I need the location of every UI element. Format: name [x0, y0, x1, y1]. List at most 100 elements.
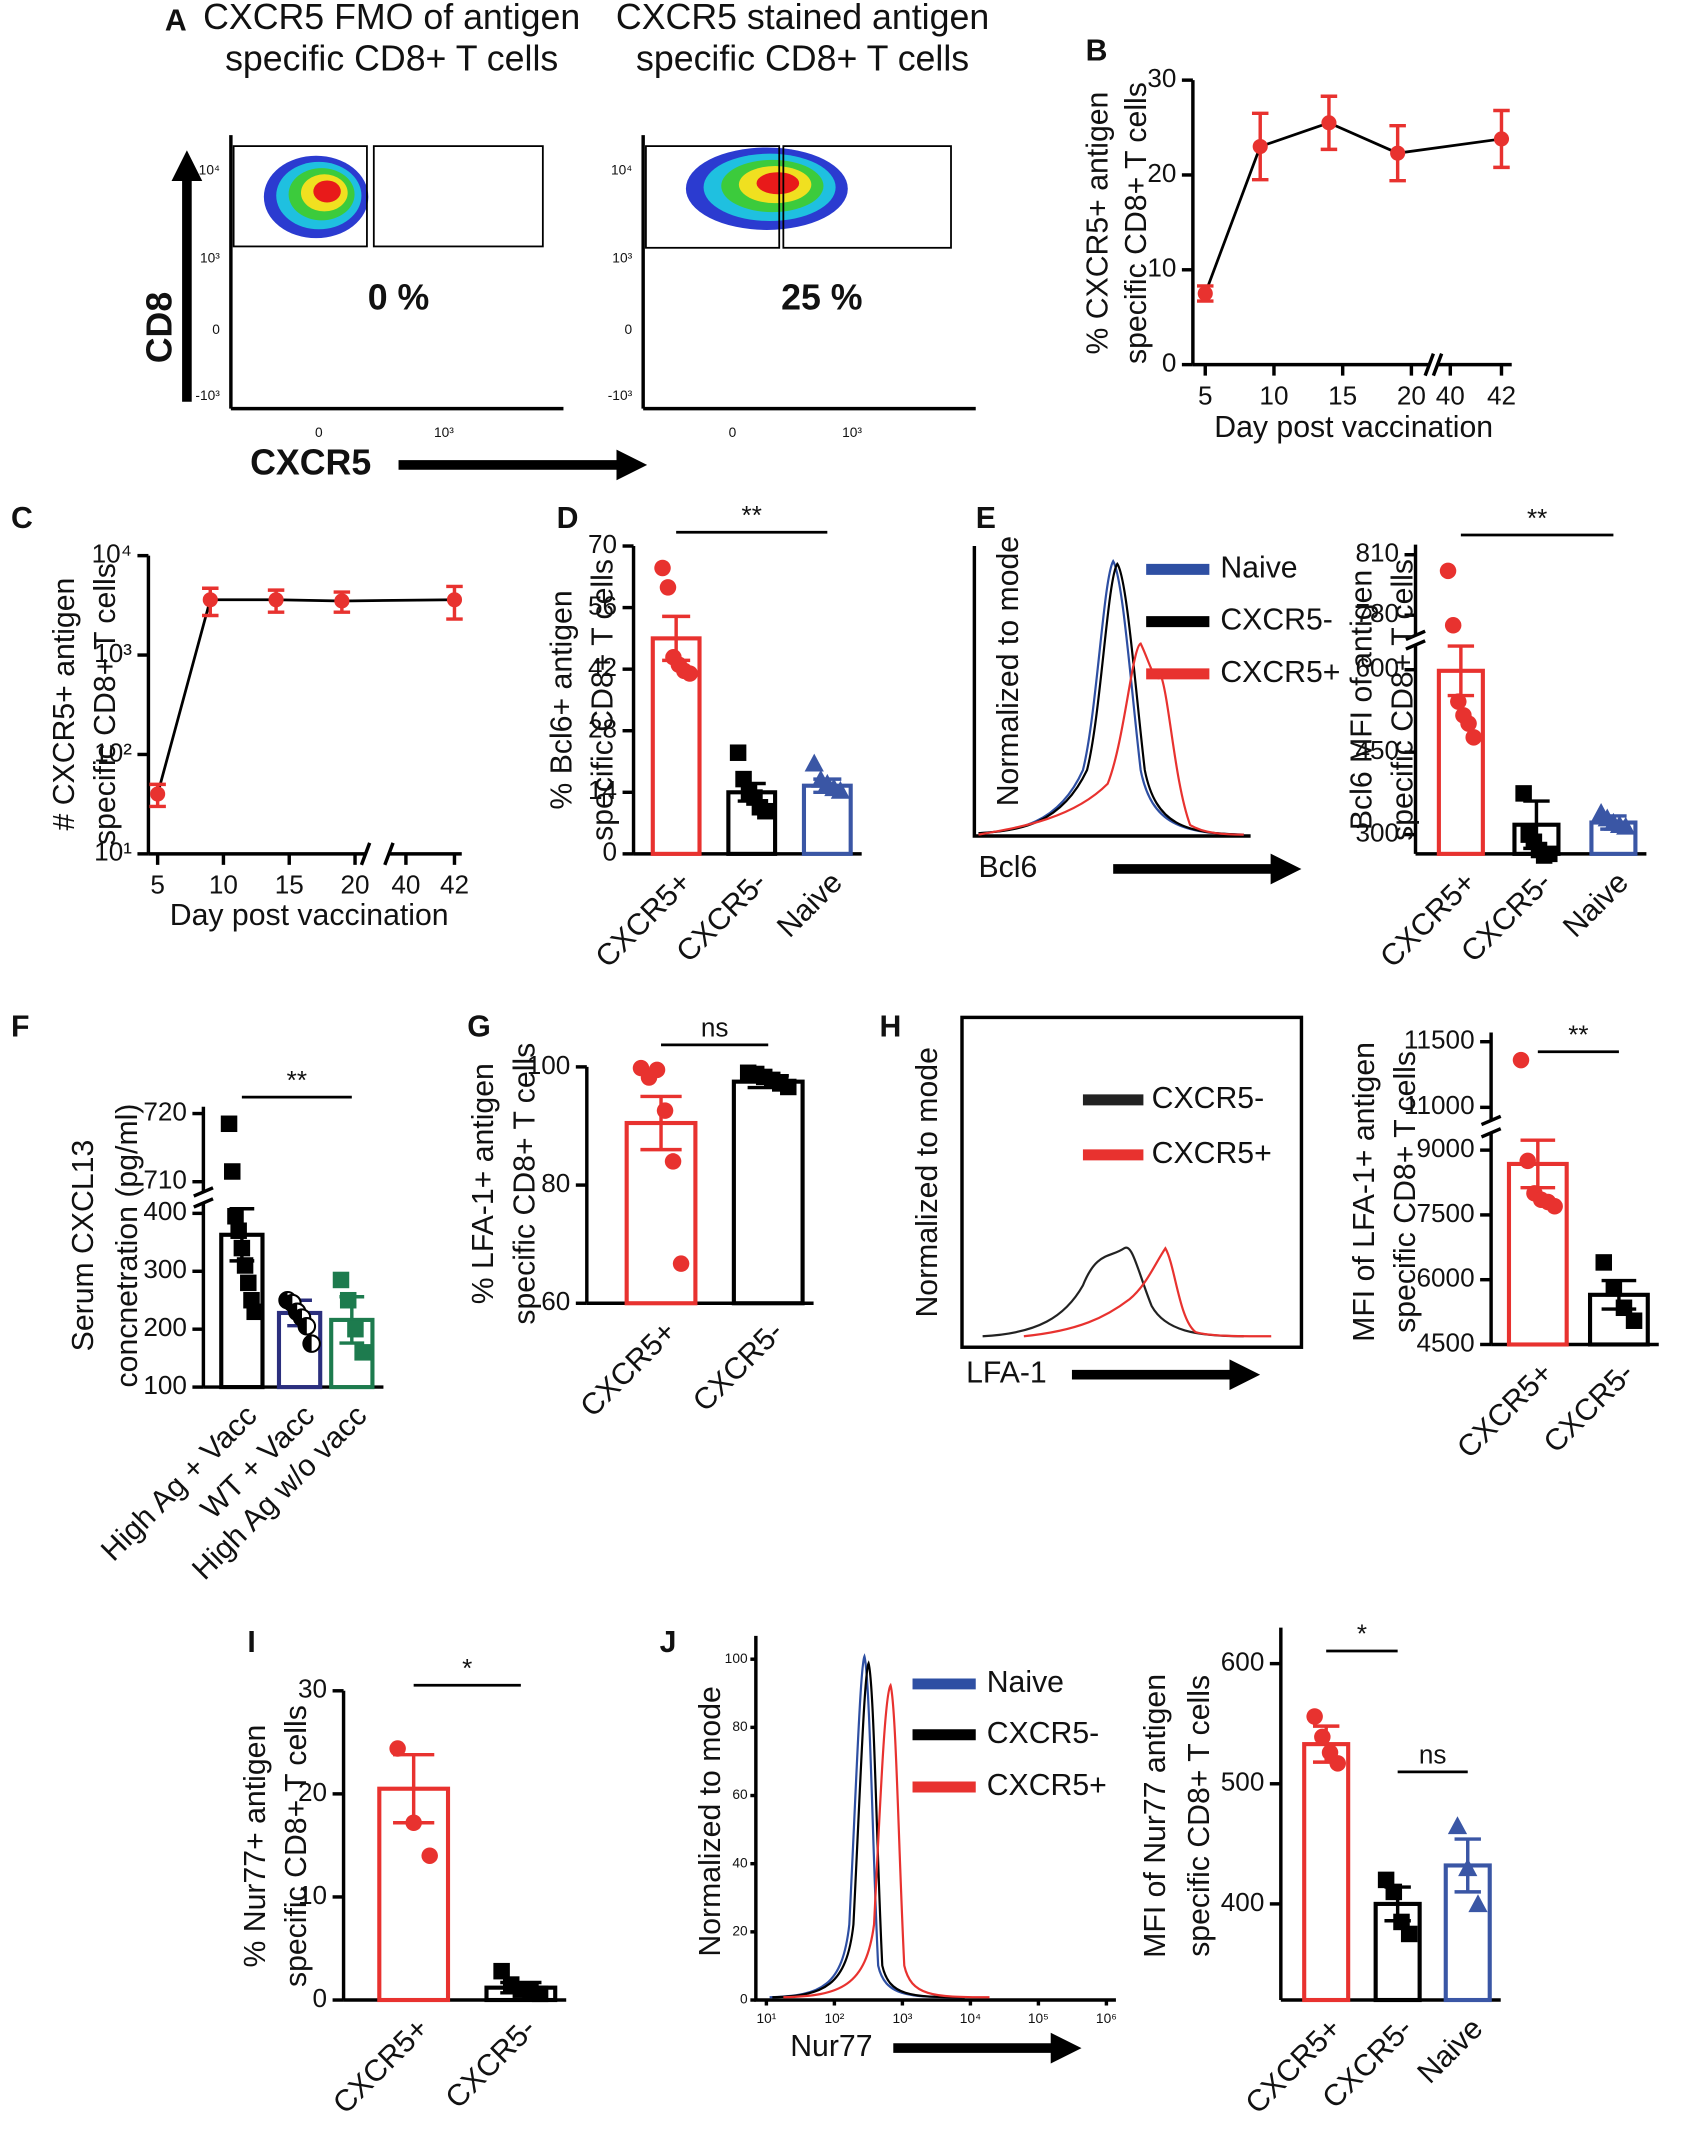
histogram-curve — [1023, 1246, 1272, 1338]
y-tick-label: 720 — [143, 1096, 187, 1126]
data-point — [446, 592, 463, 608]
x-tick-label: 10 — [209, 870, 238, 900]
y-axis-label: specific CD8+ T cells — [508, 1043, 541, 1325]
x-tick-label: 20 — [1397, 380, 1426, 410]
data-point — [1616, 816, 1636, 835]
x-tick-label: 0 — [315, 425, 323, 440]
y-tick-label: 42 — [588, 652, 617, 682]
axis-break — [1423, 353, 1435, 377]
x-tick-label: 15 — [1328, 380, 1357, 410]
histogram-curve — [978, 642, 1244, 836]
x-tick-label: CXCR5- — [440, 2012, 543, 2115]
data-point — [531, 1985, 549, 2003]
data-point — [1546, 1198, 1563, 1215]
plot-title: specific CD8+ T cells — [225, 38, 558, 78]
data-point — [1615, 1299, 1633, 1317]
y-axis-label: specific CD8+ T cells — [1120, 82, 1153, 364]
data-point — [1541, 845, 1558, 863]
y-tick-label: 600 — [1221, 1647, 1265, 1677]
axes — [960, 1015, 1304, 1349]
panel-letter: I — [247, 1626, 255, 1659]
x-tick-label: CXCR5- — [687, 1315, 790, 1418]
data-point — [1390, 145, 1406, 161]
y-tick-label: -10³ — [195, 388, 220, 403]
axis-break — [383, 842, 395, 866]
data-point — [493, 1962, 510, 1980]
y-tick-label: 300 — [143, 1254, 187, 1284]
data-point — [664, 1153, 682, 1170]
y-tick-label: 10³ — [200, 250, 220, 265]
axis-break — [359, 842, 372, 866]
data-point — [1493, 131, 1510, 147]
y-tick-label: 0 — [603, 837, 618, 867]
data-point — [150, 786, 166, 802]
y-axis-label: % LFA-1+ antigen — [467, 1063, 500, 1304]
y-axis-label: specific CD8+ T cells — [1387, 559, 1420, 841]
data-point — [332, 1271, 350, 1289]
gate — [372, 145, 544, 248]
data-point — [1385, 1883, 1403, 1901]
x-tick-label: 42 — [1487, 380, 1516, 410]
x-tick-label: 5 — [1198, 380, 1213, 410]
data-point — [1447, 1816, 1468, 1835]
x-tick-label: 15 — [275, 870, 304, 900]
axis-break — [1480, 1114, 1502, 1127]
data-point — [648, 1061, 666, 1079]
data-point — [405, 1814, 422, 1831]
legend-label: CXCR5- — [1152, 1082, 1265, 1115]
axis-break — [1405, 639, 1426, 651]
y-axis-label: specific CD8+ T cells — [587, 559, 620, 841]
significance-label: ** — [1568, 1020, 1588, 1050]
histogram-curve — [783, 1682, 990, 1999]
y-tick-label: 10⁴ — [199, 162, 220, 177]
y-tick-label: 710 — [143, 1165, 187, 1195]
data-point — [1252, 138, 1268, 155]
y-axis-label: specific CD8+ T cells — [1389, 1051, 1422, 1333]
data-point — [230, 1222, 247, 1239]
y-tick-label: 28 — [588, 714, 617, 744]
y-tick-label: 6000 — [1417, 1263, 1475, 1293]
data-point — [1465, 729, 1482, 746]
data-point — [659, 579, 677, 596]
x-tick-label: CXCR5+ — [574, 1315, 682, 1423]
axis-break — [1431, 353, 1444, 377]
data-point — [1197, 285, 1213, 302]
data-point — [268, 592, 284, 608]
panel-letter: B — [1086, 35, 1108, 68]
y-axis-label: specific CD8+ T cells — [1183, 1675, 1216, 1957]
significance-label: * — [462, 1653, 472, 1683]
legend-label: CXCR5+ — [1220, 656, 1340, 689]
y-tick-label: 450 — [1355, 735, 1399, 765]
axis-break — [1480, 1127, 1502, 1139]
y-axis-label: concnetration (pg/ml) — [111, 1104, 144, 1388]
data-point — [1460, 715, 1477, 732]
x-tick-label: 40 — [1436, 380, 1465, 410]
panel-letter: A — [165, 4, 187, 37]
data-point — [1512, 1051, 1530, 1069]
data-point — [1439, 562, 1457, 580]
data-point-half — [298, 1318, 307, 1335]
significance-label: ns — [701, 1013, 729, 1043]
y-axis-label: % Nur77+ antigen — [239, 1725, 272, 1968]
x-tick-label: Naive — [1557, 866, 1635, 944]
y-axis-label: CD8 — [140, 292, 180, 363]
data-point — [1515, 785, 1532, 802]
data-point-half — [303, 1335, 312, 1352]
data-point — [656, 1102, 674, 1119]
panel-letter: C — [11, 502, 33, 535]
data-point — [236, 1257, 254, 1274]
legend-label: CXCR5- — [1220, 604, 1333, 637]
y-tick-label: 70 — [588, 529, 617, 559]
axis-break — [193, 1186, 214, 1198]
data-point — [347, 1320, 364, 1338]
x-tick-label: 10⁴ — [960, 2011, 981, 2026]
y-tick-label: 60 — [732, 1787, 748, 1802]
panel-letter: H — [880, 1010, 902, 1043]
data-point — [830, 780, 851, 799]
y-tick-label: 30 — [1147, 63, 1176, 93]
y-axis-label: % Bcl6+ antigen — [545, 590, 578, 809]
y-tick-label: 9000 — [1417, 1133, 1475, 1163]
data-point — [1468, 1894, 1488, 1913]
x-tick-label: 10⁵ — [1028, 2011, 1049, 2026]
x-tick-label: CXCR5+ — [327, 2012, 435, 2120]
